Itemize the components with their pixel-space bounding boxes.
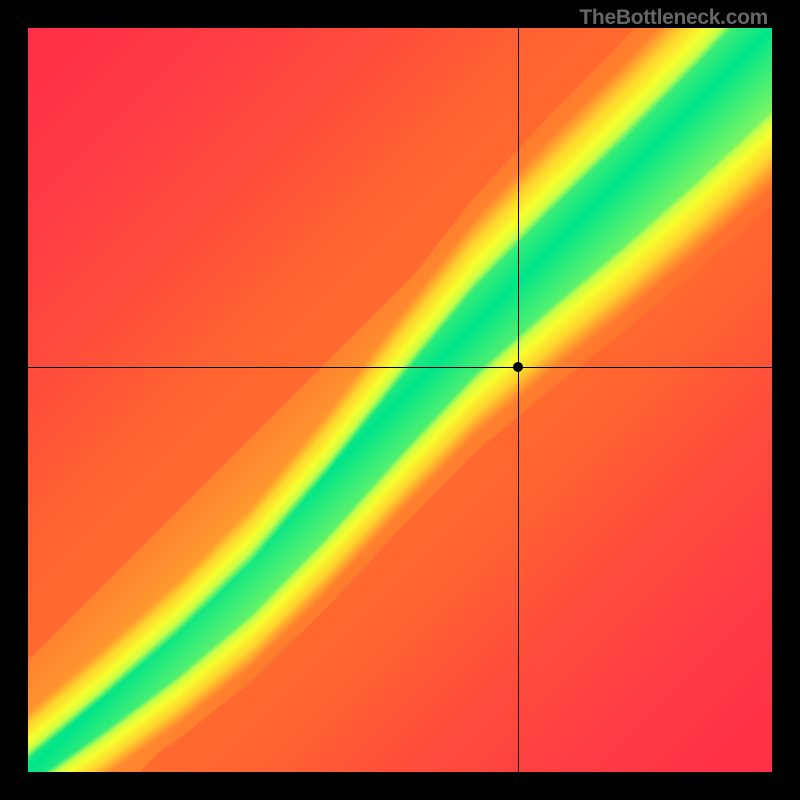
data-point-marker (513, 362, 523, 372)
heatmap-frame (28, 28, 772, 772)
crosshair-vertical (518, 28, 519, 772)
watermark-text: TheBottleneck.com (579, 6, 768, 30)
heatmap-canvas (28, 28, 772, 772)
crosshair-horizontal (28, 367, 772, 368)
